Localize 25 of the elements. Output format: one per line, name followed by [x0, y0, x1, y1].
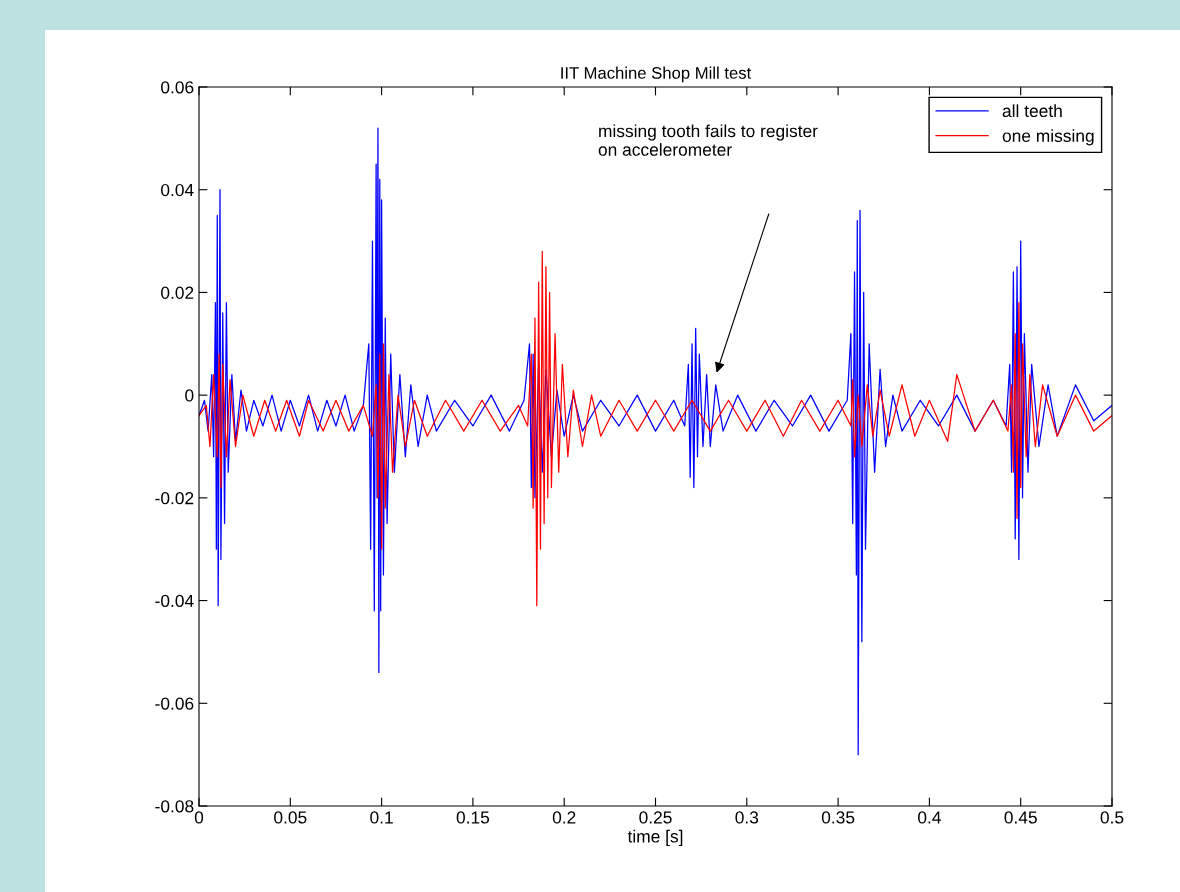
x-tick-label: 0.2 [552, 811, 576, 824]
x-tick-label: 0.35 [821, 811, 855, 824]
annotation: missing tooth fails to register on accelerometer [598, 124, 818, 156]
x-tick-label: 0.5 [1100, 811, 1124, 824]
y-tick-label: 0.06 [161, 81, 194, 94]
y-tick-label: -0.02 [155, 492, 194, 505]
y-tick-label: -0.06 [155, 697, 194, 710]
y-tick-label: 0 [185, 389, 194, 402]
x-tick-label: 0.45 [1004, 811, 1037, 824]
x-tick-label: 0.4 [918, 811, 941, 824]
x-tick-label: 0.15 [456, 811, 490, 824]
y-tick-label: 0.02 [161, 286, 194, 299]
legend-label: one missing [1002, 129, 1094, 146]
line-series [199, 250, 1112, 607]
x-tick-label: 0.1 [370, 811, 393, 824]
chart-title: IIT Machine Shop Mill test [561, 66, 752, 83]
x-tick-label: 0 [194, 811, 204, 824]
x-tick-label: 0.3 [735, 811, 759, 824]
x-tick-label: 0.05 [274, 811, 307, 824]
y-tick-label: 0.04 [161, 183, 194, 197]
legend-label: all teeth [1002, 104, 1062, 118]
y-tick-label: -0.04 [155, 594, 194, 608]
y-tick-label: -0.08 [155, 800, 194, 813]
x-axis-title: time [s] [627, 829, 683, 847]
x-tick-label: 0.25 [639, 811, 672, 824]
